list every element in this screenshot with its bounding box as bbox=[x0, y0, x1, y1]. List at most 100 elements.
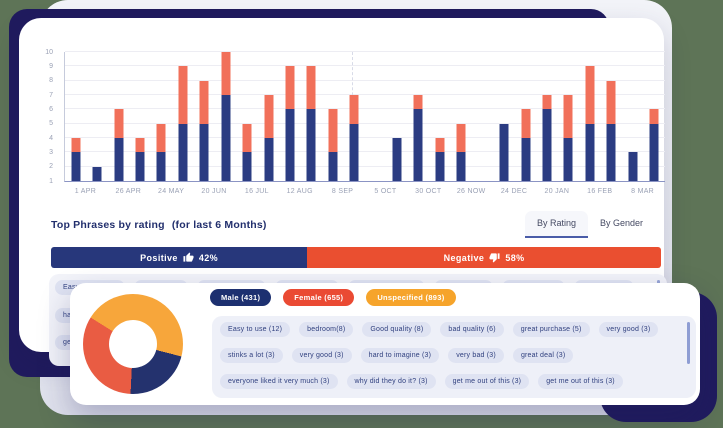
chart-y-axis: 1 2 3 4 5 6 7 8 9 10 bbox=[35, 48, 61, 185]
gridline bbox=[65, 151, 665, 153]
phrase-chip[interactable]: why did they do it? (3) bbox=[346, 374, 436, 389]
chart-plot bbox=[64, 51, 665, 182]
bar-slot bbox=[343, 52, 364, 181]
phrase-chip[interactable]: very good (3) bbox=[598, 322, 659, 337]
gridline bbox=[65, 165, 665, 167]
stacked-bar bbox=[328, 109, 338, 181]
positive-bar-segment bbox=[285, 109, 295, 181]
positive-bar-segment bbox=[456, 152, 466, 181]
phrase-chip[interactable]: hard to imagine (3) bbox=[360, 348, 440, 363]
y-axis-label: 5 bbox=[49, 120, 53, 128]
phrase-chip[interactable]: stinks a lot (3) bbox=[220, 348, 283, 363]
gridline bbox=[65, 51, 665, 52]
phrase-chip[interactable]: great deal (3) bbox=[512, 348, 574, 363]
y-axis-label: 10 bbox=[45, 48, 53, 56]
positive-bar-segment bbox=[135, 152, 145, 181]
gender-badges: Male (431) Female (655) Unspecified (893) bbox=[210, 289, 456, 306]
phrase-chip[interactable]: get me out of this (3) bbox=[444, 374, 530, 389]
positive-bar-segment bbox=[413, 109, 423, 181]
stacked-bar bbox=[413, 95, 423, 181]
phrase-chip[interactable]: bad quality (6) bbox=[440, 322, 504, 337]
gender-badge[interactable]: Female (655) bbox=[283, 289, 355, 306]
x-axis-label: 1 APR bbox=[74, 188, 97, 195]
tab-by-gender[interactable]: By Gender bbox=[600, 218, 644, 228]
negative-bar-segment bbox=[242, 123, 252, 153]
y-axis-label: 3 bbox=[49, 148, 53, 156]
stacked-bar bbox=[264, 95, 273, 181]
phrase-chip[interactable]: very good (3) bbox=[291, 348, 352, 363]
gridline bbox=[65, 65, 665, 67]
negative-bar-segment bbox=[156, 123, 166, 153]
x-axis-label: 24 MAY bbox=[158, 188, 185, 195]
negative-bar-segment bbox=[413, 95, 423, 110]
tabs: By Rating By Gender bbox=[525, 211, 655, 238]
negative-bar-segment bbox=[306, 66, 316, 110]
stacked-bar bbox=[71, 138, 81, 181]
gender-phrase-row-3: everyone liked it very much (3) why did t… bbox=[220, 374, 623, 389]
gender-badge[interactable]: Unspecified (893) bbox=[366, 289, 456, 306]
x-axis-label: 26 NOW bbox=[456, 188, 486, 195]
phrase-chip[interactable]: everyone liked it very much (3) bbox=[220, 374, 338, 389]
bar-slot bbox=[472, 52, 493, 181]
negative-segment[interactable]: Negative 58% bbox=[307, 247, 661, 268]
stacked-bar bbox=[178, 66, 188, 181]
gridline bbox=[65, 137, 665, 138]
bar-slot bbox=[65, 52, 86, 181]
positive-bar-segment bbox=[328, 152, 338, 181]
stacked-bar bbox=[649, 109, 659, 181]
positive-bar-segment bbox=[92, 166, 102, 181]
stacked-bar bbox=[392, 138, 402, 181]
x-axis-label: 8 MAR bbox=[631, 188, 655, 195]
phrase-chip[interactable]: bedroom(8) bbox=[299, 322, 354, 337]
positive-bar-segment bbox=[435, 152, 445, 181]
gender-phrase-row-2: stinks a lot (3) very good (3) hard to ima… bbox=[220, 348, 574, 363]
positive-value: 42% bbox=[198, 252, 219, 263]
x-axis-label: 16 JUL bbox=[244, 188, 269, 195]
y-axis-label: 7 bbox=[49, 91, 53, 99]
phrase-chip[interactable]: great purchase (5) bbox=[512, 322, 590, 337]
phrase-chip[interactable]: get me out of this (3) bbox=[538, 374, 623, 389]
bar-slot bbox=[365, 52, 386, 181]
positive-bar-segment bbox=[542, 109, 552, 181]
bar-slot bbox=[515, 52, 536, 181]
negative-bar-segment bbox=[264, 95, 273, 138]
stacked-bar bbox=[306, 66, 316, 181]
x-axis-label: 24 DEC bbox=[500, 188, 528, 195]
negative-bar-segment bbox=[349, 95, 359, 124]
negative-bar-segment bbox=[585, 66, 595, 124]
gender-phrases-scrollbar[interactable] bbox=[687, 322, 690, 364]
positive-bar-segment bbox=[221, 95, 231, 181]
x-axis-label: 20 JUN bbox=[201, 188, 227, 195]
bar-slot bbox=[215, 52, 236, 181]
stacked-bar bbox=[499, 123, 509, 181]
bar-slot bbox=[236, 52, 257, 181]
gender-badge[interactable]: Male (431) bbox=[210, 289, 272, 306]
phrase-chip[interactable]: Good quality (8) bbox=[362, 322, 432, 337]
positive-segment[interactable]: Positive 42% bbox=[51, 247, 308, 268]
negative-bar-segment bbox=[221, 52, 231, 95]
bar-slot bbox=[258, 52, 279, 181]
tab-by-rating[interactable]: By Rating bbox=[525, 211, 589, 238]
x-axis-label: 5 OCT bbox=[374, 188, 397, 195]
stacked-bar bbox=[114, 109, 124, 181]
positive-bar-segment bbox=[264, 138, 273, 181]
y-axis-label: 4 bbox=[49, 134, 53, 142]
gender-phrase-row-1: Easy to use (12) bedroom(8) Good quality (… bbox=[220, 322, 659, 337]
stacked-bar bbox=[585, 66, 595, 181]
bar-slot bbox=[451, 52, 472, 181]
stacked-bar bbox=[156, 123, 166, 181]
x-axis-label: 26 APR bbox=[115, 188, 142, 195]
positive-bar-segment bbox=[521, 138, 531, 181]
positive-bar-segment bbox=[242, 152, 252, 181]
phrase-chip[interactable]: Easy to use (12) bbox=[220, 322, 291, 337]
positive-bar-segment bbox=[156, 152, 166, 181]
positive-bar-segment bbox=[178, 123, 188, 181]
bar-slot bbox=[301, 52, 322, 181]
phrase-chip[interactable]: very bad (3) bbox=[448, 348, 504, 363]
bar-slot bbox=[129, 52, 150, 181]
negative-bar-segment bbox=[135, 138, 145, 153]
stacked-bar bbox=[456, 123, 466, 181]
bar-slot bbox=[408, 52, 429, 181]
negative-value: 58% bbox=[505, 252, 525, 263]
